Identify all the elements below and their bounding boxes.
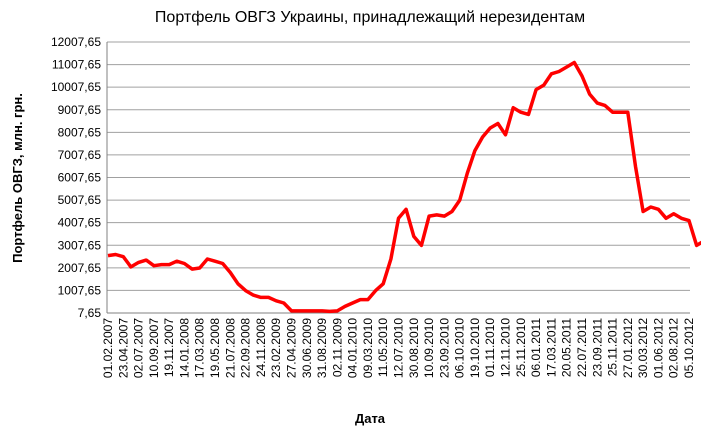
y-tick-label: 5007,65 xyxy=(58,193,102,207)
x-tick-label: 27.04.2009 xyxy=(284,318,298,378)
y-tick-label: 6007,65 xyxy=(58,171,102,185)
y-tick-label: 12007,65 xyxy=(51,35,101,49)
x-tick-label: 12.07.2010 xyxy=(392,318,406,378)
y-tick-label: 3007,65 xyxy=(58,238,102,252)
x-tick-label: 02.07.2007 xyxy=(132,318,146,378)
x-tick-label: 02.11.2009 xyxy=(330,318,344,377)
y-tick-label: 1007,65 xyxy=(58,283,102,297)
x-tick-label: 06.10.2010 xyxy=(453,318,467,378)
x-tick-label: 02.08.2012 xyxy=(667,318,681,378)
x-tick-label: 30.06.2009 xyxy=(300,318,314,378)
x-tick-label: 22.07.2011 xyxy=(575,318,589,377)
x-tick-label: 10.09.2007 xyxy=(147,318,161,378)
y-tick-label: 4007,65 xyxy=(58,216,102,230)
x-tick-label: 09.03.2010 xyxy=(361,318,375,378)
x-tick-label: 04.01.2010 xyxy=(346,318,360,378)
x-tick-label: 05.10.2012 xyxy=(682,318,696,378)
x-tick-label: 06.01.2011 xyxy=(529,318,543,377)
x-tick-label: 11.05.2010 xyxy=(376,318,390,377)
x-tick-label: 30.08.2010 xyxy=(407,318,421,378)
x-tick-label: 01.06.2012 xyxy=(651,318,665,378)
x-axis-label: Дата xyxy=(355,411,386,426)
x-tick-label: 19.05.2008 xyxy=(208,318,222,378)
x-tick-label: 23.02.2009 xyxy=(269,318,283,378)
x-tick-label: 19.11.2007 xyxy=(162,318,176,377)
x-tick-label: 17.03.2008 xyxy=(193,318,207,378)
y-tick-label: 8007,65 xyxy=(58,125,102,139)
x-tick-label: 25.11.2010 xyxy=(514,318,528,377)
chart-title: Портфель ОВГЗ Украины, принадлежащий нер… xyxy=(155,9,585,26)
data-line xyxy=(107,60,701,314)
x-tick-label: 21.07.2008 xyxy=(223,318,237,378)
y-axis-label: Портфель ОВГЗ, млн. грн. xyxy=(10,93,25,263)
x-tick-label: 22.09.2008 xyxy=(239,318,253,378)
x-tick-label: 19.10.2010 xyxy=(468,318,482,378)
x-tick-label: 27.01.2012 xyxy=(621,318,635,378)
x-tick-label: 20.05.2011 xyxy=(560,318,574,377)
x-tick-label: 01.02.2007 xyxy=(101,318,115,378)
x-tick-label: 24.11.2008 xyxy=(254,318,268,377)
y-tick-label: 2007,65 xyxy=(58,261,102,275)
x-tick-label: 31.08.2009 xyxy=(315,318,329,378)
x-tick-label: 10.09.2010 xyxy=(422,318,436,378)
x-tick-label: 25.11.2011 xyxy=(606,318,620,377)
x-tick-label: 23.09.2010 xyxy=(437,318,451,378)
x-tick-label: 30.03.2012 xyxy=(636,318,650,378)
x-tick-label: 23.09.2011 xyxy=(590,318,604,377)
y-tick-label: 9007,65 xyxy=(58,103,102,117)
x-tick-label: 23.04.2007 xyxy=(116,318,130,378)
x-tick-label: 17.03.2011 xyxy=(544,318,558,377)
y-tick-label: 11007,65 xyxy=(52,58,101,72)
y-tick-label: 10007,65 xyxy=(51,80,101,94)
x-tick-label: 14.01.2008 xyxy=(177,318,191,378)
y-tick-label: 7,65 xyxy=(78,306,102,320)
y-tick-label: 7007,65 xyxy=(58,148,102,162)
x-tick-label: 12.11.2010 xyxy=(499,318,513,377)
x-tick-label: 01.11.2010 xyxy=(483,318,497,377)
